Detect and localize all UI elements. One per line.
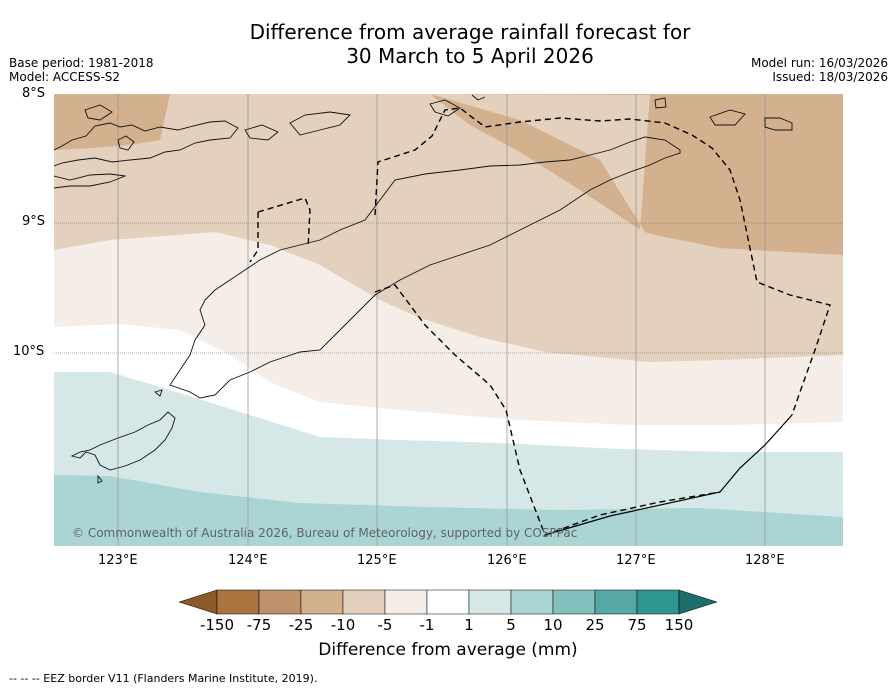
lon-label-123e: 123°E bbox=[98, 553, 138, 568]
coastline-islands-c bbox=[244, 124, 279, 141]
lon-grid bbox=[117, 94, 766, 546]
colorbar-cell bbox=[258, 589, 302, 615]
lat-label-8s: 8°S bbox=[22, 86, 46, 101]
eez-border bbox=[249, 107, 831, 536]
lon-label-124e: 124°E bbox=[228, 553, 268, 568]
eez-border-solid bbox=[544, 414, 793, 536]
colorbar-arrow-right bbox=[678, 589, 718, 615]
colorbar-tick: 10 bbox=[543, 616, 563, 634]
colorbar-cell bbox=[384, 589, 428, 615]
colorbar-cell bbox=[510, 589, 554, 615]
band-plus-5-10 bbox=[54, 475, 843, 546]
model-name: Model: ACCESS-S2 bbox=[9, 70, 121, 84]
colorbar-tick: 5 bbox=[506, 616, 516, 634]
coastline-islands-f bbox=[709, 109, 746, 126]
rainfall-anomaly-field bbox=[54, 94, 843, 546]
colorbar-arrow-left bbox=[178, 589, 218, 615]
map-title: Difference from average rainfall forecas… bbox=[0, 20, 896, 68]
lat-label-10s: 10°S bbox=[13, 344, 45, 359]
title-line-1: Difference from average rainfall forecas… bbox=[249, 20, 691, 44]
colorbar-cell bbox=[594, 589, 638, 615]
meta-left: Base period: 1981-2018 Model: ACCESS-S2 bbox=[9, 56, 154, 84]
coastline-islands-a bbox=[84, 104, 113, 121]
colorbar-tick: -25 bbox=[288, 616, 314, 634]
lon-label-127e: 127°E bbox=[616, 553, 656, 568]
coastline-islet-b bbox=[154, 389, 163, 397]
coastline-alor bbox=[289, 111, 351, 136]
lon-label-125e: 125°E bbox=[357, 553, 397, 568]
coastline-wetar bbox=[429, 99, 461, 117]
coastline-rote bbox=[70, 411, 176, 471]
colorbar-tick: -1 bbox=[419, 616, 435, 634]
coastline-islands-d bbox=[54, 173, 127, 189]
colorbar-cell bbox=[468, 589, 512, 615]
lon-label-128e: 128°E bbox=[745, 553, 785, 568]
base-period: Base period: 1981-2018 bbox=[9, 56, 154, 70]
colorbar-tick: -150 bbox=[199, 616, 235, 634]
lon-label-126e: 126°E bbox=[487, 553, 527, 568]
colorbar-cell bbox=[216, 589, 260, 615]
coastline-islet bbox=[97, 474, 103, 484]
colorbar-label: Difference from average (mm) bbox=[318, 640, 578, 660]
coastline-islands-e bbox=[654, 97, 667, 109]
meta-right: Model run: 16/03/2026 Issued: 18/03/2026 bbox=[751, 56, 888, 84]
colorbar-cell bbox=[552, 589, 596, 615]
colorbar-tick: 25 bbox=[585, 616, 605, 634]
colorbar-tick: 75 bbox=[627, 616, 647, 634]
coastline-islands-b bbox=[117, 135, 135, 151]
colorbar-tick: -5 bbox=[377, 616, 393, 634]
coastline-timor bbox=[169, 136, 681, 399]
colorbar-cell bbox=[636, 589, 680, 615]
coastline-islands-g bbox=[764, 117, 793, 131]
colorbar bbox=[178, 589, 718, 615]
lat-grid bbox=[54, 222, 843, 354]
issued-date: Issued: 18/03/2026 bbox=[772, 70, 888, 84]
colorbar-cell bbox=[300, 589, 344, 615]
colorbar-tick: 150 bbox=[664, 616, 694, 634]
colorbar-cell bbox=[342, 589, 386, 615]
coastline-islands-h bbox=[471, 94, 486, 101]
coastlines bbox=[54, 94, 793, 484]
coastline-flores bbox=[54, 120, 239, 167]
title-line-2: 30 March to 5 April 2026 bbox=[346, 44, 594, 68]
colorbar-tick: -10 bbox=[330, 616, 356, 634]
model-run: Model run: 16/03/2026 bbox=[750, 56, 888, 70]
colorbar-cell bbox=[426, 589, 470, 615]
colorbar-tick: -75 bbox=[246, 616, 272, 634]
copyright-notice: © Commonwealth of Australia 2026, Bureau… bbox=[72, 526, 578, 540]
eez-legend-footer: -- -- -- EEZ border V11 (Flanders Marine… bbox=[9, 672, 318, 685]
colorbar-tick: 1 bbox=[464, 616, 474, 634]
lat-label-9s: 9°S bbox=[22, 214, 46, 229]
